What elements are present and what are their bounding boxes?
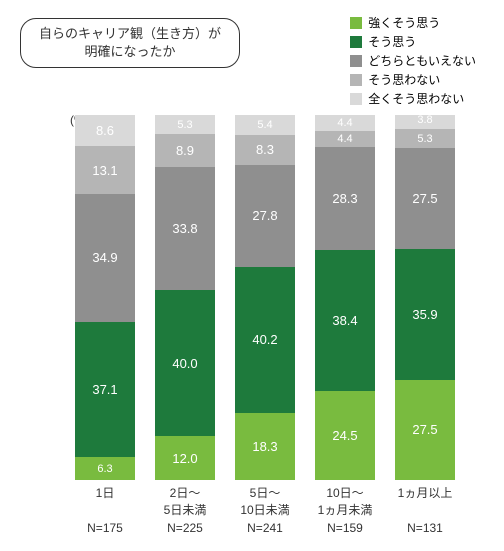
legend-label: 強くそう思う	[368, 14, 440, 31]
bar-segment-strong-disagree: 5.3	[155, 115, 215, 134]
title-line1: 自らのキャリア観（生き方）が	[39, 26, 221, 41]
bar-segment-strong-agree: 6.3	[75, 457, 135, 480]
bar-segment-agree: 35.9	[395, 249, 455, 380]
legend-label: そう思わない	[368, 71, 440, 88]
bar-segment-agree: 40.0	[155, 290, 215, 436]
title-line2: 明確になったか	[85, 44, 176, 59]
legend-item: そう思わない	[350, 71, 476, 88]
bar-segment-disagree: 8.3	[235, 135, 295, 165]
bar-segment-strong-disagree: 4.4	[315, 115, 375, 131]
bar-column: 6.337.134.913.18.6	[75, 115, 135, 480]
legend-item: 全くそう思わない	[350, 90, 476, 107]
bar-segment-strong-agree: 12.0	[155, 436, 215, 480]
legend-label: どちらともいえない	[368, 52, 476, 69]
bar-segment-neutral: 34.9	[75, 194, 135, 321]
bar-segment-agree: 40.2	[235, 267, 295, 414]
legend-swatch	[350, 17, 362, 29]
legend-item: どちらともいえない	[350, 52, 476, 69]
bar-segment-strong-disagree: 5.4	[235, 115, 295, 135]
x-category-line	[385, 502, 465, 519]
bar-segment-strong-agree: 18.3	[235, 413, 295, 480]
x-category-line: 5日未満	[145, 502, 225, 519]
bar-column: 27.535.927.55.33.8	[395, 115, 455, 480]
bar-segment-agree: 38.4	[315, 250, 375, 390]
bar-segment-neutral: 27.5	[395, 148, 455, 248]
x-category-line: 1ヵ月未満	[305, 502, 385, 519]
legend-label: そう思う	[368, 33, 416, 50]
legend: 強くそう思うそう思うどちらともいえないそう思わない全くそう思わない	[350, 14, 476, 109]
x-category: 1ヵ月以上 N=131	[385, 485, 465, 537]
legend-item: 強くそう思う	[350, 14, 476, 31]
legend-label: 全くそう思わない	[368, 90, 464, 107]
x-category: 2日～5日未満N=225	[145, 485, 225, 537]
chart-title: 自らのキャリア観（生き方）が 明確になったか	[20, 18, 240, 68]
bar-segment-neutral: 33.8	[155, 167, 215, 290]
plot-area: 6.337.134.913.18.612.040.033.88.95.318.3…	[75, 115, 480, 480]
x-category: 1日 N=175	[65, 485, 145, 537]
bar-segment-disagree: 5.3	[395, 129, 455, 148]
bar-segment-strong-disagree: 3.8	[395, 115, 455, 129]
x-category-line	[65, 502, 145, 519]
x-category-line: 10日未満	[225, 502, 305, 519]
x-category-line: 1ヵ月以上	[385, 485, 465, 502]
x-category-line: 2日～	[145, 485, 225, 502]
legend-swatch	[350, 93, 362, 105]
x-category-n: N=159	[305, 520, 385, 537]
x-category-line: 10日～	[305, 485, 385, 502]
bar-segment-disagree: 8.9	[155, 134, 215, 166]
legend-swatch	[350, 55, 362, 67]
x-category-line: 5日～	[225, 485, 305, 502]
bar-segment-strong-disagree: 8.6	[75, 115, 135, 146]
x-category-n: N=225	[145, 520, 225, 537]
bar-segment-strong-agree: 27.5	[395, 380, 455, 480]
bar-segment-disagree: 4.4	[315, 131, 375, 147]
bar-column: 12.040.033.88.95.3	[155, 115, 215, 480]
bar-segment-disagree: 13.1	[75, 146, 135, 194]
x-category-n: N=175	[65, 520, 145, 537]
bar-segment-agree: 37.1	[75, 322, 135, 457]
x-category-n: N=131	[385, 520, 465, 537]
x-category-n: N=241	[225, 520, 305, 537]
bar-segment-value: 3.8	[417, 114, 432, 126]
bar-segment-neutral: 27.8	[235, 165, 295, 266]
legend-swatch	[350, 36, 362, 48]
bar-column: 24.538.428.34.44.4	[315, 115, 375, 480]
legend-item: そう思う	[350, 33, 476, 50]
bar-segment-strong-agree: 24.5	[315, 391, 375, 480]
bar-column: 18.340.227.88.35.4	[235, 115, 295, 480]
x-category-line: 1日	[65, 485, 145, 502]
bar-segment-neutral: 28.3	[315, 147, 375, 250]
x-category: 5日～10日未満N=241	[225, 485, 305, 537]
x-category: 10日～1ヵ月未満N=159	[305, 485, 385, 537]
legend-swatch	[350, 74, 362, 86]
